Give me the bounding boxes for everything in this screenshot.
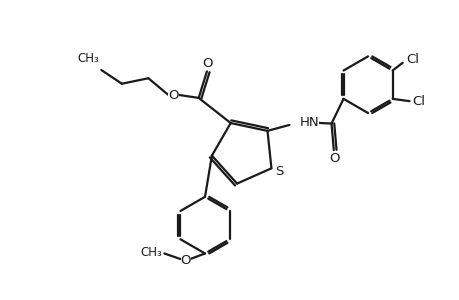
Text: Cl: Cl bbox=[411, 95, 424, 108]
Text: CH₃: CH₃ bbox=[77, 52, 99, 65]
Text: HN: HN bbox=[299, 116, 319, 129]
Text: O: O bbox=[180, 254, 190, 267]
Text: Cl: Cl bbox=[405, 52, 419, 66]
Text: CH₃: CH₃ bbox=[140, 246, 162, 259]
Text: O: O bbox=[168, 89, 179, 102]
Text: S: S bbox=[275, 165, 283, 178]
Text: O: O bbox=[329, 152, 339, 165]
Text: O: O bbox=[202, 57, 213, 70]
